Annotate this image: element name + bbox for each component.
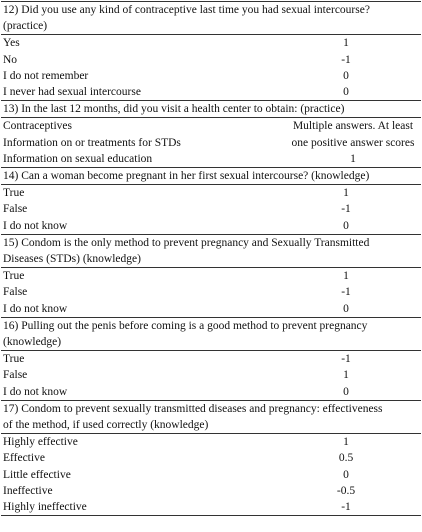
question: 17) Condom to prevent sexually transmitt… bbox=[1, 401, 421, 435]
option-score: 1 bbox=[343, 436, 349, 449]
option-label: False bbox=[3, 203, 28, 216]
option-label: Effective bbox=[3, 452, 45, 465]
option-score: 0 bbox=[343, 385, 349, 398]
option-row: I never had sexual intercourse 0 bbox=[1, 84, 421, 100]
option-row: Yes 1 bbox=[1, 35, 421, 51]
option-row: I do not know 0 bbox=[1, 384, 421, 400]
option-score: 1 bbox=[343, 369, 349, 382]
option-row: True 1 bbox=[1, 268, 421, 284]
option-score: 1 bbox=[343, 37, 349, 50]
option-label: Information on sexual education bbox=[3, 152, 153, 165]
option-score: -1 bbox=[341, 501, 351, 514]
option-row: Little effective 0 bbox=[1, 467, 421, 483]
option-score: 0 bbox=[343, 69, 349, 82]
option-label: Contraceptives bbox=[3, 120, 72, 133]
option-row: False -1 bbox=[1, 284, 421, 300]
option-label: I do not know bbox=[3, 302, 68, 315]
option-label: False bbox=[3, 369, 28, 382]
option-score: 0.5 bbox=[338, 452, 354, 465]
options: Highly effective 1 Effective 0.5 Little effe… bbox=[1, 434, 421, 517]
option-label: Little effective bbox=[3, 468, 71, 481]
option-score: -1 bbox=[341, 286, 351, 299]
option-row: Highly ineffective -1 bbox=[1, 499, 421, 515]
option-labels: Contraceptives Information on or treatmen… bbox=[1, 118, 289, 167]
option-label: True bbox=[3, 353, 25, 366]
options: Contraceptives Information on or treatmen… bbox=[1, 118, 421, 169]
option-label: I do not know bbox=[3, 385, 68, 398]
option-row: True 1 bbox=[1, 185, 421, 201]
option-score: 1 bbox=[343, 187, 349, 200]
option-score: -1 bbox=[341, 353, 351, 366]
options: True -1 False 1 I do not know 0 bbox=[1, 351, 421, 401]
option-label: I do not remember bbox=[3, 69, 89, 82]
option-row: Effective 0.5 bbox=[1, 450, 421, 466]
option-label: Yes bbox=[3, 37, 20, 50]
option-score: 0 bbox=[343, 468, 349, 481]
question: 14) Can a woman become pregnant in her f… bbox=[1, 168, 421, 186]
option-label: True bbox=[3, 187, 25, 200]
option-label: No bbox=[3, 53, 18, 66]
option-score: -1 bbox=[341, 53, 351, 66]
option-row: I do not know 0 bbox=[1, 301, 421, 317]
option-score: -0.5 bbox=[336, 484, 356, 497]
table: 12) Did you use any kind of contraceptiv… bbox=[1, 1, 421, 517]
option-score: 0 bbox=[343, 219, 349, 232]
option-score: 1 bbox=[343, 270, 349, 283]
option-score: -1 bbox=[341, 203, 351, 216]
option-row: False -1 bbox=[1, 201, 421, 217]
option-label: I do not know bbox=[3, 219, 68, 232]
option-label: True bbox=[3, 270, 25, 283]
option-row: Ineffective -0.5 bbox=[1, 483, 421, 499]
options: True 1 False -1 I do not know 0 bbox=[1, 185, 421, 235]
option-score: 0 bbox=[343, 86, 349, 99]
option-label: Highly effective bbox=[3, 436, 78, 449]
question: 15) Condom is the only method to prevent… bbox=[1, 235, 421, 269]
option-row: True -1 bbox=[1, 351, 421, 367]
option-label: Ineffective bbox=[3, 484, 53, 497]
option-row: I do not remember 0 bbox=[1, 68, 421, 84]
question: 12) Did you use any kind of contraceptiv… bbox=[1, 2, 421, 36]
option-row: No -1 bbox=[1, 52, 421, 68]
option-row: False 1 bbox=[1, 367, 421, 383]
options: Yes 1 No -1 I do not remember 0 I never had se… bbox=[1, 35, 421, 102]
option-row: Highly effective 1 bbox=[1, 434, 421, 450]
options: True 1 False -1 I do not know 0 bbox=[1, 268, 421, 318]
option-score: 0 bbox=[343, 302, 349, 315]
option-row: I do not know 0 bbox=[1, 218, 421, 234]
option-label: I never had sexual intercourse bbox=[3, 86, 141, 99]
question: 13) In the last 12 months, did you visit… bbox=[1, 101, 421, 119]
question: 16) Pulling out the penis before coming … bbox=[1, 318, 421, 352]
note: Multiple answers. At least one positive … bbox=[291, 120, 415, 165]
option-label: Information on or treatments for STDs bbox=[3, 136, 181, 149]
option-label: False bbox=[3, 286, 28, 299]
option-label: Highly ineffective bbox=[3, 501, 87, 514]
